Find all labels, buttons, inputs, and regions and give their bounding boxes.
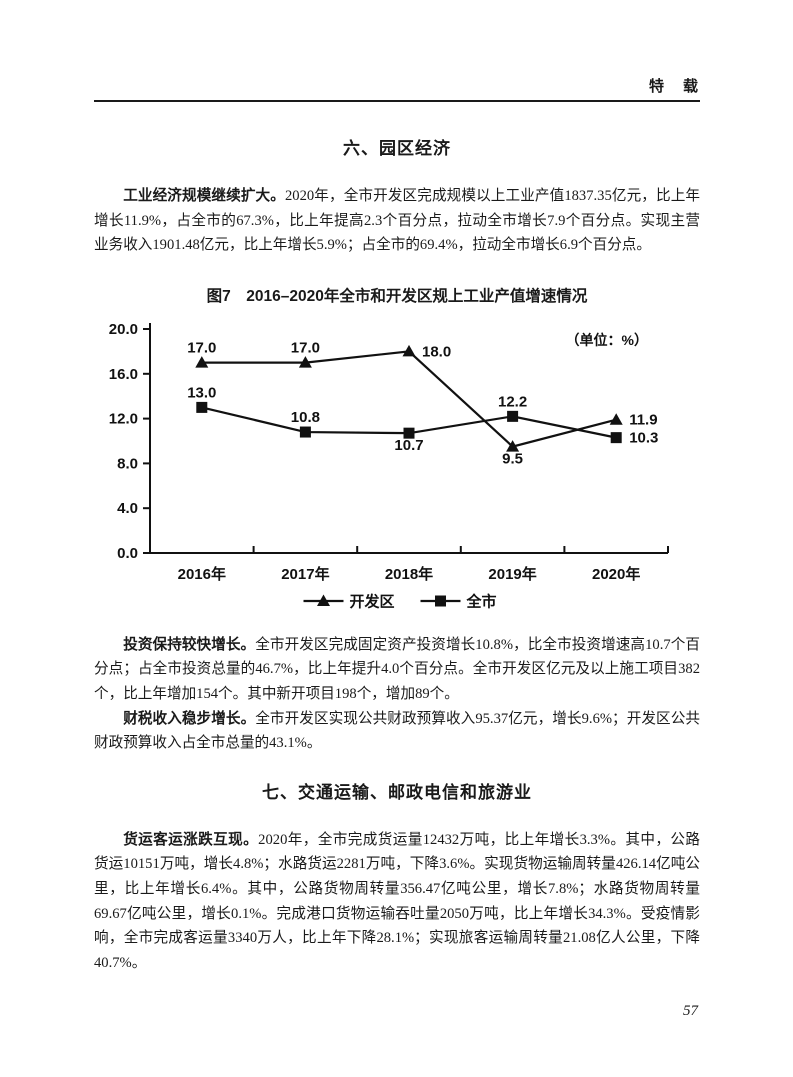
svg-text:17.0: 17.0	[291, 339, 320, 356]
figure7-title: 图7 2016–2020年全市和开发区规上工业产值增速情况	[206, 287, 588, 305]
svg-text:2018年: 2018年	[385, 565, 433, 583]
svg-text:2020年: 2020年	[592, 565, 640, 583]
paragraph-lead-emphasis: 投资保持较快增长。	[123, 636, 256, 653]
paragraph-text: 2020年，全市开发区完成规模以上工业产值1837.35亿元，比上年增长11.9…	[94, 188, 700, 254]
paragraph-text: 2020年，全市完成货运量12432万吨，比上年增长3.3%。其中，公路货运10…	[94, 831, 700, 971]
svg-text:全市: 全市	[466, 592, 497, 610]
paragraph-text: 全市开发区实现公共财政预算收入95.37亿元，增长9.6%；开发区公共财政预算收…	[94, 710, 700, 752]
section-heading-parks-economy: 六、园区经济	[343, 139, 451, 158]
svg-text:10.8: 10.8	[291, 409, 320, 426]
figure7-line-chart: 0.0 4.0 8.0 12.0 16.0 20.0 2016年 2017年 2018年 2019…	[94, 319, 700, 619]
svg-text:18.0: 18.0	[422, 343, 451, 360]
paragraph-lead-emphasis: 工业经济规模继续扩大。	[123, 188, 285, 204]
svg-text:20.0: 20.0	[109, 321, 138, 338]
paragraph-industrial-scale: 工业经济规模继续扩大。2020年，全市开发区完成规模以上工业产值1837.35亿…	[94, 184, 700, 258]
header-rule	[94, 100, 700, 102]
svg-text:（单位：%）: （单位：%）	[566, 332, 648, 348]
svg-text:2017年: 2017年	[281, 565, 329, 583]
paragraph-lead-emphasis: 财税收入稳步增长。	[123, 710, 256, 727]
paragraph-lead-emphasis: 货运客运涨跌互现。	[123, 831, 259, 848]
paragraph-investment: 投资保持较快增长。全市开发区完成固定资产投资增长10.8%，比全市投资增速高10…	[94, 633, 700, 707]
svg-text:8.0: 8.0	[117, 455, 138, 472]
section-heading-transport: 七、交通运输、邮政电信和旅游业	[262, 782, 532, 802]
svg-text:12.0: 12.0	[109, 410, 138, 427]
paragraph-text: 全市开发区完成固定资产投资增长10.8%，比全市投资增速高10.7个百分点；占全…	[94, 636, 700, 702]
svg-text:0.0: 0.0	[117, 545, 138, 562]
svg-text:13.0: 13.0	[187, 384, 216, 401]
page-number: 57	[683, 1003, 698, 1019]
svg-text:10.3: 10.3	[629, 429, 658, 446]
paragraph-fiscal-revenue: 财税收入稳步增长。全市开发区实现公共财政预算收入95.37亿元，增长9.6%；开…	[94, 707, 700, 756]
running-header-title: 特 载	[648, 78, 700, 95]
svg-text:16.0: 16.0	[109, 366, 138, 383]
paragraph-freight-passenger: 货运客运涨跌互现。2020年，全市完成货运量12432万吨，比上年增长3.3%。…	[94, 828, 700, 976]
svg-text:9.5: 9.5	[502, 450, 523, 467]
svg-text:2016年: 2016年	[178, 565, 226, 583]
svg-text:11.9: 11.9	[629, 412, 657, 429]
figure7-chart-svg: 0.0 4.0 8.0 12.0 16.0 20.0 2016年 2017年 2018年 2019…	[109, 321, 669, 610]
svg-text:17.0: 17.0	[187, 339, 216, 356]
svg-text:12.2: 12.2	[498, 393, 527, 410]
svg-text:10.7: 10.7	[394, 437, 423, 454]
svg-text:4.0: 4.0	[117, 500, 138, 517]
svg-text:2019年: 2019年	[488, 565, 536, 583]
svg-text:开发区: 开发区	[350, 592, 395, 610]
